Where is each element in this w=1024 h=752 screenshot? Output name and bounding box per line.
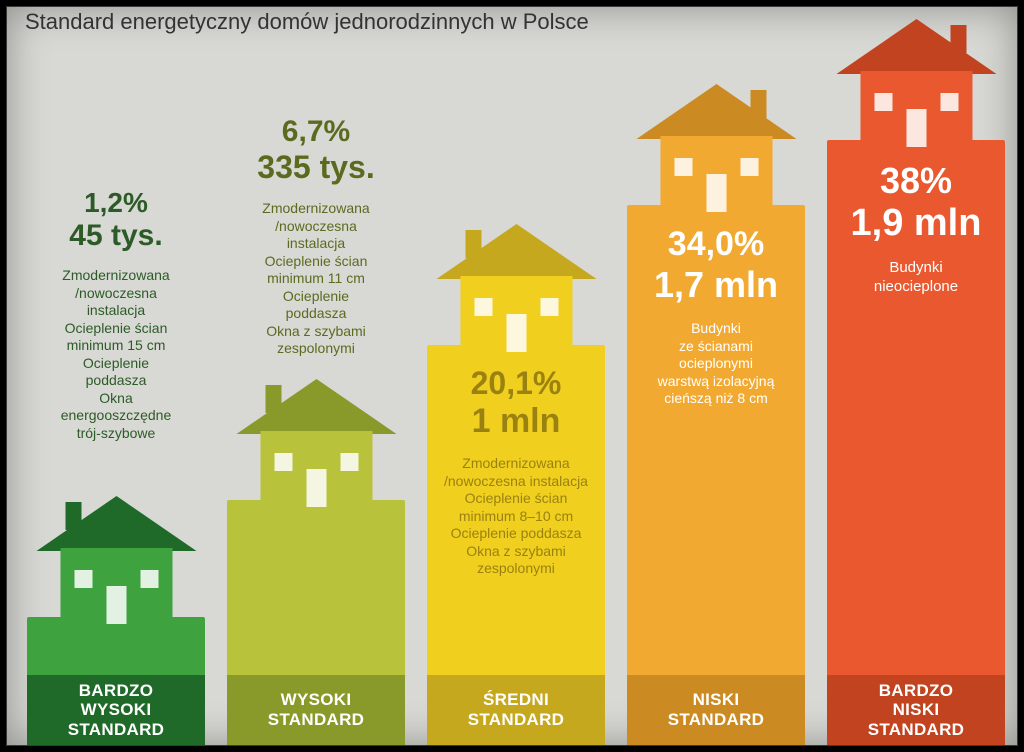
column-sredni: 20,1%1 mln Zmodernizowana /nowoczesna ins… <box>427 7 605 745</box>
count-value: 1,7 mln <box>635 264 797 306</box>
above-wrapper: 6,7%335 tys. Zmodernizowana /nowoczesna i… <box>227 115 405 358</box>
house-icon <box>844 19 989 144</box>
house-chimney-icon <box>751 90 767 118</box>
outer-frame: Standard energetyczny domów jednorodzinn… <box>0 0 1024 752</box>
house-icon <box>44 496 189 621</box>
house-door-icon <box>306 469 326 507</box>
bar-wysoki <box>227 500 405 675</box>
base-label-sredni: ŚREDNI STANDARD <box>427 675 605 745</box>
column-bardzo-niski: 38%1,9 mln Budynki nieocieplone BARDZO NIS… <box>827 7 1005 745</box>
house-window-icon <box>740 158 758 176</box>
bar-chart: BARDZO WYSOKI STANDARD 1,2%45 tys. Zmodern… <box>7 7 1017 745</box>
house-icon <box>444 224 589 349</box>
percent-value: 38% <box>835 160 997 202</box>
base-label-bardzo-wysoki: BARDZO WYSOKI STANDARD <box>27 675 205 745</box>
column-bardzo-wysoki: BARDZO WYSOKI STANDARD 1,2%45 tys. Zmodern… <box>27 7 205 745</box>
description-text: Zmodernizowana /nowoczesna instalacja Oc… <box>435 455 597 578</box>
house-body-icon <box>860 71 972 147</box>
house-icon <box>244 379 389 504</box>
house-roof-icon <box>636 84 796 139</box>
house-window-icon <box>874 93 892 111</box>
house-window-icon <box>74 570 92 588</box>
base-label-wysoki: WYSOKI STANDARD <box>227 675 405 745</box>
description-text: Budynki ze ścianami ocieplonymi warstwą … <box>635 320 797 408</box>
house-window-icon <box>474 298 492 316</box>
count-value: 45 tys. <box>27 219 205 253</box>
above-text-bardzo-wysoki: 1,2%45 tys. Zmodernizowana /nowoczesna in… <box>27 187 205 442</box>
house-window-icon <box>340 453 358 471</box>
house-roof-icon <box>436 224 596 279</box>
house-chimney-icon <box>466 230 482 258</box>
base-label-bardzo-niski: BARDZO NISKI STANDARD <box>827 675 1005 745</box>
percent-value: 1,2% <box>27 187 205 219</box>
count-value: 1 mln <box>435 402 597 441</box>
house-window-icon <box>540 298 558 316</box>
above-text-wysoki: 6,7%335 tys. Zmodernizowana /nowoczesna i… <box>227 115 405 358</box>
base-label-niski: NISKI STANDARD <box>627 675 805 745</box>
house-body-icon <box>660 136 772 212</box>
count-value: 335 tys. <box>227 149 405 186</box>
bar-niski: 34,0%1,7 mln Budynki ze ścianami ocieplon… <box>627 205 805 675</box>
house-door-icon <box>506 314 526 352</box>
house-door-icon <box>706 174 726 212</box>
description-text: Zmodernizowana /nowoczesna instalacja Oc… <box>227 200 405 358</box>
house-body-icon <box>60 548 172 624</box>
description-text: Zmodernizowana /nowoczesna instalacja Oc… <box>27 267 205 442</box>
column-niski: 34,0%1,7 mln Budynki ze ścianami ocieplon… <box>627 7 805 745</box>
house-roof-icon <box>236 379 396 434</box>
house-door-icon <box>906 109 926 147</box>
house-window-icon <box>140 570 158 588</box>
percent-value: 6,7% <box>227 115 405 149</box>
house-chimney-icon <box>951 25 967 53</box>
house-chimney-icon <box>266 385 282 413</box>
percent-value: 20,1% <box>435 365 597 402</box>
count-value: 1,9 mln <box>835 202 997 245</box>
canvas: Standard energetyczny domów jednorodzinn… <box>6 6 1018 746</box>
bar-text-sredni: 20,1%1 mln Zmodernizowana /nowoczesna ins… <box>435 365 597 578</box>
bar-sredni: 20,1%1 mln Zmodernizowana /nowoczesna ins… <box>427 345 605 675</box>
bar-bardzo-wysoki <box>27 617 205 675</box>
house-icon <box>644 84 789 209</box>
house-body-icon <box>260 431 372 507</box>
house-roof-icon <box>36 496 196 551</box>
percent-value: 34,0% <box>635 225 797 264</box>
bar-text-niski: 34,0%1,7 mln Budynki ze ścianami ocieplon… <box>635 225 797 408</box>
house-door-icon <box>106 586 126 624</box>
house-roof-icon <box>836 19 996 74</box>
bar-text-bardzo-niski: 38%1,9 mln Budynki nieocieplone <box>835 160 997 297</box>
above-wrapper: 1,2%45 tys. Zmodernizowana /nowoczesna in… <box>27 187 205 442</box>
bar-bardzo-niski: 38%1,9 mln Budynki nieocieplone <box>827 140 1005 675</box>
house-window-icon <box>674 158 692 176</box>
house-window-icon <box>940 93 958 111</box>
column-wysoki: WYSOKI STANDARD 6,7%335 tys. Zmodernizowan… <box>227 7 405 745</box>
house-chimney-icon <box>66 502 82 530</box>
house-window-icon <box>274 453 292 471</box>
description-text: Budynki nieocieplone <box>835 259 997 297</box>
house-body-icon <box>460 276 572 352</box>
